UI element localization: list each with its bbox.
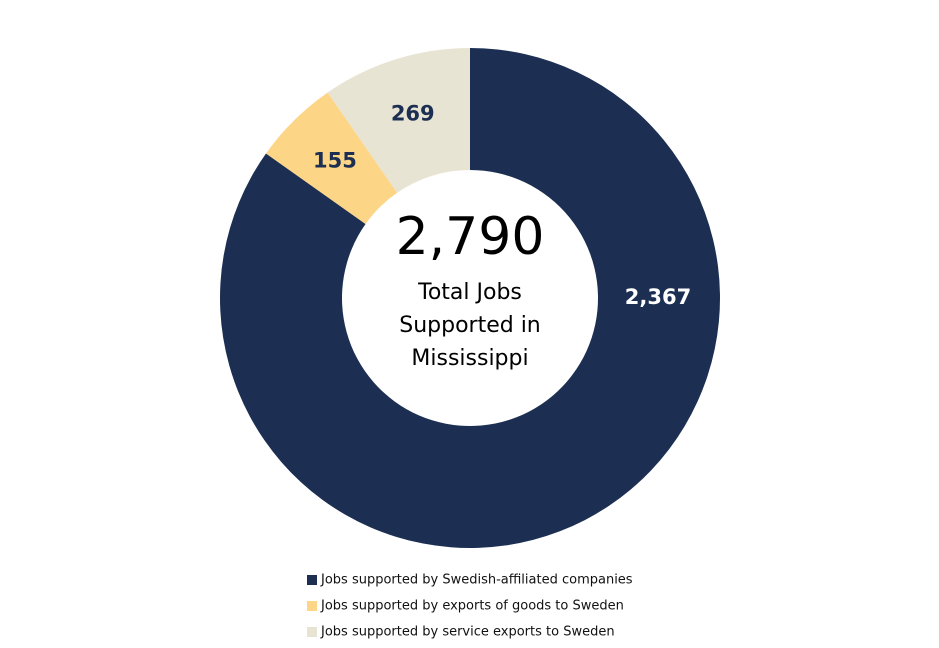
center-text: Supported in <box>399 313 541 338</box>
legend-swatch <box>307 575 317 585</box>
center-value: 2,790 <box>396 207 545 267</box>
legend-swatch <box>307 627 317 637</box>
legend-swatch <box>307 601 317 611</box>
legend-label: Jobs supported by exports of goods to Sw… <box>320 599 624 614</box>
center-text: Mississippi <box>411 346 528 371</box>
donut-slice <box>327 48 470 193</box>
value-label: 155 <box>313 149 357 173</box>
donut-slice <box>265 92 398 225</box>
value-label: 2,367 <box>625 285 691 309</box>
legend-label: Jobs supported by Swedish-affiliated com… <box>320 573 633 588</box>
center-text: Total Jobs <box>417 280 522 305</box>
donut-slice <box>220 48 720 548</box>
value-label: 269 <box>391 102 435 126</box>
legend-label: Jobs supported by service exports to Swe… <box>320 625 615 640</box>
